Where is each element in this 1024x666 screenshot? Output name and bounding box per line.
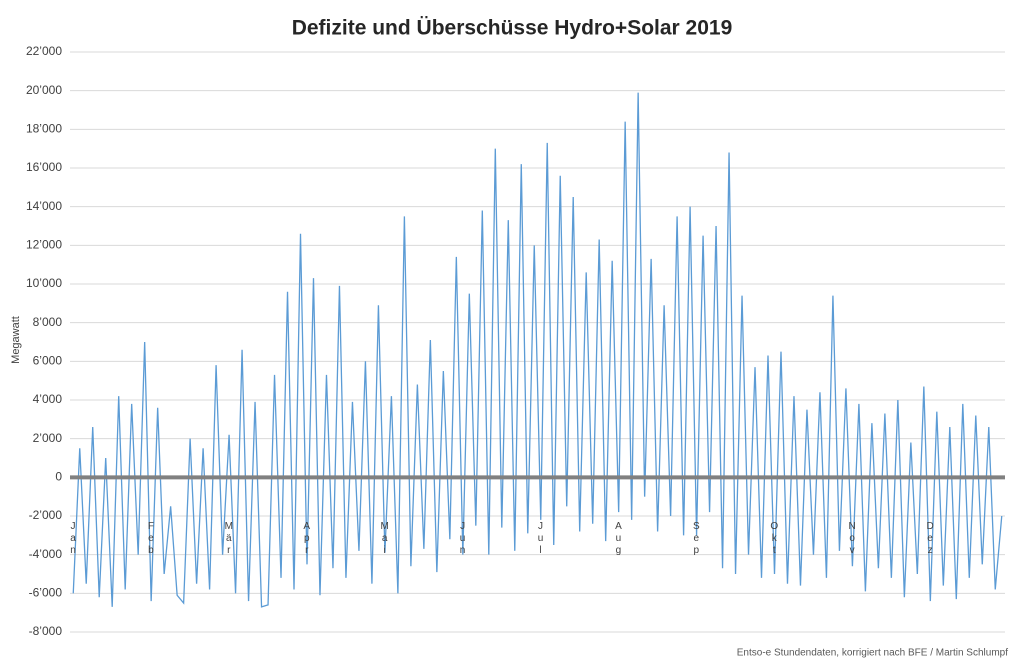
y-tick-label: 16’000	[26, 160, 62, 174]
x-tick-label: Mär	[223, 521, 234, 557]
y-tick-label: -8’000	[29, 624, 63, 638]
x-tick-label: Okt	[769, 521, 780, 557]
y-tick-label: -2’000	[29, 508, 63, 522]
x-tick-label: Dez	[925, 521, 936, 557]
y-tick-label: 18’000	[26, 122, 62, 136]
y-tick-label: 12’000	[26, 238, 62, 252]
x-tick-label: Jun	[457, 521, 468, 557]
y-tick-label: 22’000	[26, 44, 62, 58]
source-note: Entso-e Stundendaten, korrigiert nach BF…	[737, 648, 1008, 659]
x-tick-label: Mai	[379, 521, 390, 557]
x-tick-label: Aug	[613, 521, 624, 557]
y-axis-label: Megawatt	[10, 316, 22, 364]
y-tick-label: 4’000	[33, 392, 63, 406]
y-tick-label: 2’000	[33, 431, 63, 445]
y-tick-label: 20’000	[26, 83, 62, 97]
y-tick-label: 8’000	[33, 315, 63, 329]
x-tick-label: Jul	[535, 521, 546, 557]
y-tick-label: 10’000	[26, 276, 62, 290]
y-tick-label: 0	[55, 470, 62, 484]
x-tick-label: Apr	[301, 521, 312, 557]
y-tick-label: 14’000	[26, 199, 62, 213]
data-line	[72, 92, 1003, 608]
chart-title: Defizite und Überschüsse Hydro+Solar 201…	[292, 17, 733, 40]
x-tick-label: Nov	[847, 521, 858, 557]
x-tick-label: Feb	[145, 521, 156, 557]
x-tick-label: Jan	[68, 521, 79, 557]
y-tick-label: -4’000	[29, 547, 63, 561]
y-tick-label: -6’000	[29, 586, 63, 600]
x-tick-label: Sep	[691, 521, 702, 557]
y-tick-label: 6’000	[33, 354, 63, 368]
